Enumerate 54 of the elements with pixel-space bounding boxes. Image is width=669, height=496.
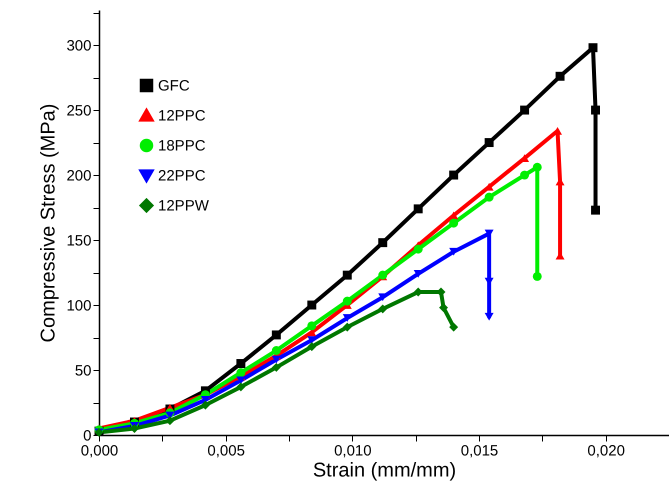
point [236, 359, 246, 368]
point [272, 346, 281, 355]
point [307, 321, 316, 330]
point [272, 356, 281, 364]
point [588, 43, 598, 52]
point [342, 270, 352, 280]
x-tick-label: 0,015 [460, 442, 498, 460]
point [307, 336, 316, 344]
legend-label: 18PPC [158, 138, 206, 154]
point [272, 362, 281, 372]
point [414, 244, 423, 254]
point [307, 300, 316, 310]
point [200, 400, 210, 410]
legend-label: 12PPC [158, 108, 206, 124]
point [378, 304, 388, 314]
x-tick-label: 0,020 [587, 442, 625, 460]
x-tick-label: 0,010 [334, 442, 372, 460]
point [484, 312, 494, 321]
y-tick-label: 300 [66, 38, 92, 55]
point [591, 206, 600, 215]
point [342, 322, 352, 332]
y-tick-label: 100 [66, 298, 92, 315]
x-tick-label: 0,005 [207, 442, 245, 460]
point [414, 204, 423, 214]
point [236, 376, 246, 384]
point [520, 106, 530, 115]
y-tick-label: 200 [66, 168, 92, 185]
point [484, 192, 494, 202]
point [449, 322, 458, 332]
y-axis-title: Compressive Stress (MPa) [37, 104, 60, 342]
point [532, 162, 542, 172]
y-tick-label: 250 [66, 102, 92, 120]
point [484, 138, 494, 148]
point [342, 296, 352, 306]
point [556, 72, 565, 81]
y-tick-label: 0 [83, 428, 92, 444]
point [520, 170, 530, 180]
legend-label: 12PPW [158, 198, 210, 214]
point [591, 106, 600, 115]
point [449, 170, 458, 180]
point [449, 248, 458, 256]
point [236, 368, 246, 378]
point [272, 330, 281, 340]
point [532, 272, 542, 281]
point [449, 218, 458, 228]
y-tick-label: 150 [66, 232, 92, 250]
legend-label: 22PPC [158, 168, 206, 184]
point [307, 342, 316, 352]
point [236, 382, 246, 392]
y-tick-label: 50 [74, 362, 92, 380]
x-tick-label: 0,000 [80, 442, 118, 460]
x-axis-title: Strain (mm/mm) [312, 460, 456, 482]
legend-label: GFC [158, 78, 190, 94]
point [378, 238, 388, 248]
